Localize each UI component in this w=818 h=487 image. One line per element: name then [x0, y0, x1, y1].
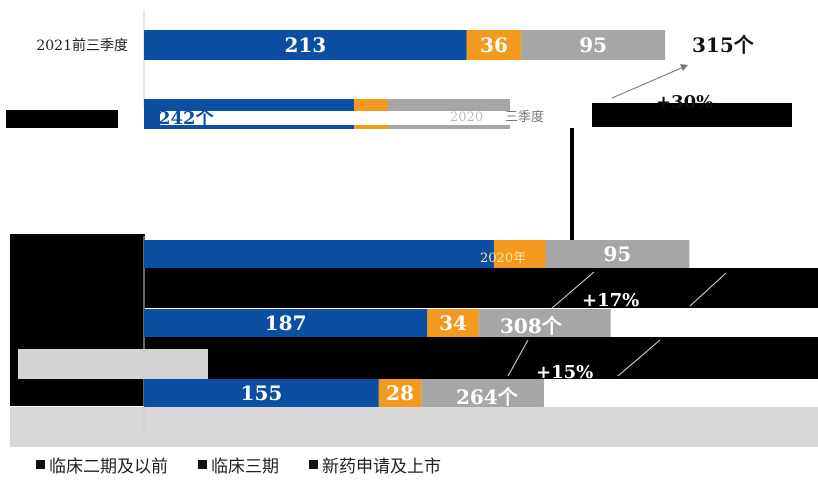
glitch-block [592, 103, 792, 127]
total-label: 264个 [456, 385, 519, 409]
glitch-block [6, 110, 118, 128]
bar-segment [427, 309, 479, 337]
growth-arrow [507, 339, 529, 377]
legend-swatch [36, 460, 45, 469]
segment-label: 95 [604, 242, 632, 266]
fragment-label: 242个 [158, 107, 215, 129]
growth-arrow [551, 271, 595, 309]
growth-label: +15% [536, 362, 593, 383]
legend-item-phase3: 临床三期 [198, 452, 279, 477]
legend-swatch [309, 460, 318, 469]
total-label: 360个 [296, 243, 359, 267]
glitch-line [570, 128, 574, 240]
legend-item-phase2: 临床二期及以前 [36, 452, 168, 477]
legend-item-nda: 新药申请及上市 [309, 452, 441, 477]
bar-segment [478, 309, 611, 337]
bar-segment [144, 379, 379, 407]
segment-label: 187 [265, 311, 307, 335]
glitch-block [10, 234, 145, 406]
segment-label: 28 [386, 381, 414, 405]
legend-swatch [198, 460, 207, 469]
fragment-label: 三季度 [505, 109, 544, 125]
legend-label: 新药申请及上市 [322, 457, 441, 477]
fragment-label: 2020年 [480, 251, 526, 266]
glitch-block [10, 407, 818, 447]
growth-label: +17% [582, 290, 639, 311]
bar-segment [421, 379, 544, 407]
glitch-block [145, 337, 818, 379]
bar-segment [521, 30, 666, 60]
bar-segment [493, 240, 546, 268]
total-label: 308个 [500, 314, 563, 338]
growth-arrow [689, 272, 727, 307]
category-label: 2021前三季度 [36, 37, 128, 54]
total-label: 315个 [692, 33, 755, 57]
segment-label: 155 [241, 381, 283, 405]
fragment-label: 2018年 [772, 386, 815, 400]
bar-segment [144, 309, 428, 337]
fragment-label: 2020 [450, 110, 483, 125]
legend-label: 临床三期 [211, 457, 279, 477]
glitch-strip [160, 111, 580, 125]
bar-segment [144, 240, 494, 268]
growth-label: +30% [656, 92, 713, 113]
glitch-block [145, 268, 818, 308]
bar-segment [545, 240, 690, 268]
segment-label: 36 [480, 33, 508, 57]
fragment-label: 2019年 [764, 319, 807, 333]
legend: 临床二期及以前 临床三期 新药申请及上市 [36, 452, 441, 477]
bar-segment [144, 30, 467, 60]
growth-arrow [611, 65, 687, 99]
growth-arrow [617, 339, 661, 377]
bar-segment [466, 30, 522, 60]
segment-label: 34 [439, 311, 467, 335]
segment-label: 213 [284, 33, 326, 57]
bar-segment [378, 379, 422, 407]
segment-label: 95 [579, 33, 607, 57]
glitch-block [18, 349, 208, 379]
growth-arrow-head [680, 64, 688, 71]
legend-label: 临床二期及以前 [49, 457, 168, 477]
